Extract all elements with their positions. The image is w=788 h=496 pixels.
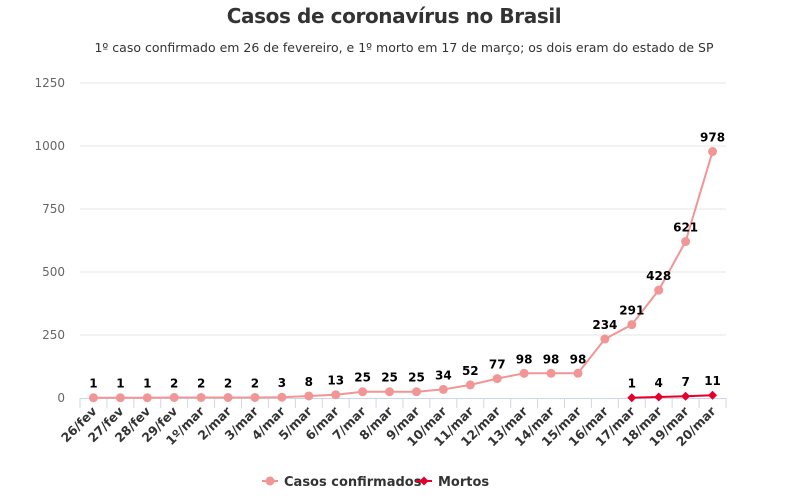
x-axis: 26/fev27/fev28/fev29/fev1º/mar2/mar3/mar… [58, 398, 727, 449]
data-point[interactable] [304, 391, 314, 401]
data-point[interactable] [546, 368, 556, 378]
data-point[interactable] [88, 393, 98, 403]
legend-label: Casos confirmados [284, 475, 422, 490]
data-point[interactable] [600, 334, 610, 344]
data-point[interactable] [115, 393, 125, 403]
data-label: 98 [516, 352, 533, 366]
data-point[interactable] [223, 392, 233, 402]
data-label: 428 [646, 269, 671, 283]
data-label: 1 [116, 377, 124, 391]
data-point[interactable] [654, 392, 664, 402]
data-label: 1 [143, 377, 151, 391]
data-point[interactable] [411, 387, 421, 397]
data-label: 34 [435, 368, 452, 382]
y-tick-label: 500 [42, 265, 65, 279]
data-label: 25 [354, 371, 371, 385]
data-point[interactable] [708, 390, 718, 400]
data-point[interactable] [169, 392, 179, 402]
data-label: 2 [170, 376, 178, 390]
data-point[interactable] [627, 393, 637, 403]
data-labels: 1 1 1 2 2 2 2 3 8 13 25 25 25 34 52 77 98 98 9823429142862… [89, 131, 725, 391]
data-point[interactable] [331, 390, 341, 400]
data-point[interactable] [465, 380, 475, 390]
data-point[interactable] [573, 368, 583, 378]
data-label: 621 [673, 221, 698, 235]
data-label: 25 [408, 371, 425, 385]
data-label: 3 [278, 376, 286, 390]
data-label: 234 [592, 318, 617, 332]
data-label: 25 [381, 371, 398, 385]
chart-title: Casos de coronavírus no Brasil [226, 4, 562, 28]
data-label: 291 [619, 304, 644, 318]
series-line-mortos [631, 394, 713, 399]
y-tick-label: 1250 [34, 76, 65, 90]
legend-item-mortos[interactable]: Mortos [416, 475, 489, 490]
data-point[interactable] [519, 368, 529, 378]
data-label: 11 [704, 374, 721, 388]
data-label: 7 [681, 375, 689, 389]
legend-item-casos[interactable]: Casos confirmados [262, 475, 422, 490]
data-label: 2 [251, 376, 259, 390]
data-point[interactable] [142, 393, 152, 403]
data-point[interactable] [681, 391, 691, 401]
data-label: 52 [462, 364, 479, 378]
data-label: 98 [543, 352, 560, 366]
data-label: 98 [570, 352, 587, 366]
legend[interactable]: Casos confirmados Mortos [262, 475, 489, 490]
data-point[interactable] [681, 237, 691, 247]
data-label: 8 [305, 375, 313, 389]
data-point[interactable] [492, 374, 502, 384]
data-point[interactable] [654, 285, 664, 295]
y-tick-label: 750 [42, 202, 65, 216]
data-label: 13 [327, 374, 344, 388]
data-label: 2 [197, 376, 205, 390]
legend-label: Mortos [438, 475, 489, 490]
series-line-casos [93, 151, 714, 399]
data-label: 1 [89, 377, 97, 391]
data-label: 4 [655, 376, 663, 390]
data-point[interactable] [708, 147, 718, 157]
grid-lines [80, 82, 726, 336]
y-axis: 0 250 500 750 1000 1250 [34, 76, 65, 405]
data-point[interactable] [385, 387, 395, 397]
data-label: 978 [700, 131, 725, 145]
data-point[interactable] [277, 392, 287, 402]
legend-circle-icon [265, 476, 275, 486]
y-tick-label: 250 [42, 328, 65, 342]
y-tick-label: 1000 [34, 139, 65, 153]
data-point[interactable] [627, 320, 637, 330]
data-point[interactable] [358, 387, 368, 397]
data-label: 77 [489, 358, 506, 372]
data-label: 2 [224, 376, 232, 390]
y-tick-label: 0 [57, 391, 65, 405]
data-label: 1 [628, 377, 636, 391]
legend-diamond-icon [419, 476, 429, 486]
chart-subtitle: 1º caso confirmado em 26 de fevereiro, e… [94, 40, 714, 55]
data-point[interactable] [250, 392, 260, 402]
data-point[interactable] [196, 392, 206, 402]
series-group [88, 147, 718, 403]
data-point[interactable] [438, 384, 448, 394]
